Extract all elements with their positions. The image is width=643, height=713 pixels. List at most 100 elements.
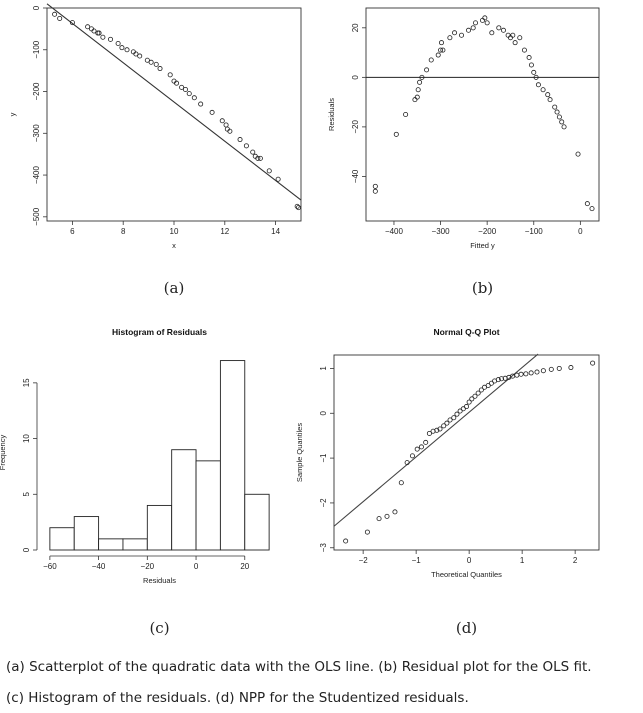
panel-a-data-point <box>115 41 121 47</box>
panel-b-data-point <box>545 92 551 98</box>
panel-d-x-tick-label: 1 <box>520 556 525 565</box>
panel-d-data-point <box>466 399 472 405</box>
panel-a-data-point <box>275 176 281 182</box>
panel-b-x-axis-label: Fitted y <box>470 241 495 250</box>
panel-d-data-point <box>523 371 529 377</box>
panel-c-histogram-bar <box>98 538 124 551</box>
panel-d-x-axis-label: Theoretical Quantiles <box>431 570 502 579</box>
panel-d-plot-frame <box>333 354 600 551</box>
panel-d-data-point <box>475 390 481 396</box>
panel-d-data-point <box>364 529 370 535</box>
panel-b-data-point <box>489 30 495 36</box>
panel-b-data-point <box>510 32 516 38</box>
panel-a-x-tick-label: 8 <box>121 227 126 236</box>
panel-b-data-point <box>372 188 378 194</box>
panel-c-chart-title: Histogram of Residuals <box>112 327 207 337</box>
panel-a-x-tick-label: 14 <box>271 227 280 236</box>
panel-d-data-point <box>392 509 398 515</box>
panel-a-data-point <box>91 28 97 34</box>
panel-b-y-axis-label: Residuals <box>327 98 336 131</box>
panel-b-x-tick-label: 0 <box>578 227 583 236</box>
panel-b-y-tick-label: −40 <box>351 169 360 183</box>
panel-d-data-point <box>426 430 432 436</box>
panel-c-x-tick-label: −60 <box>43 562 57 571</box>
panel-a-data-point <box>266 168 272 174</box>
panel-b-data-point <box>547 97 553 103</box>
panel-a-y-tick-label: −300 <box>32 124 41 143</box>
panel-c-y-tick-label: 10 <box>22 434 31 443</box>
panel-b-data-point <box>440 47 446 53</box>
panel-c-x-tick-label: 0 <box>194 562 199 571</box>
panel-a-data-point <box>257 155 263 161</box>
panel-b-x-tick-label: −100 <box>525 227 544 236</box>
panel-a-data-point <box>174 80 180 86</box>
panel-d-data-point <box>398 480 404 486</box>
panel-d-y-tick-label: −2 <box>319 498 328 508</box>
panel-a-data-point <box>223 122 229 128</box>
panel-b-data-point <box>438 40 444 46</box>
panel-d-data-point <box>478 387 484 393</box>
panel-b-data-point <box>466 27 472 33</box>
panel-a-data-point <box>52 11 58 17</box>
panel-d-x-tick-label: −1 <box>412 556 422 565</box>
panel-a-data-point <box>157 66 163 72</box>
panel-c-y-tick-label: 15 <box>22 378 31 387</box>
panel-b-data-point <box>531 69 537 75</box>
panel-b-data-point <box>479 17 485 23</box>
panel-a-data-point <box>295 205 301 211</box>
panel-d-x-tick-label: −2 <box>359 556 369 565</box>
panel-b-data-point <box>452 30 458 36</box>
panel-d-data-point <box>590 360 596 366</box>
panel-b-data-point <box>589 206 595 212</box>
panel-c-panel-label: (c) <box>149 619 169 637</box>
panel-d-data-point <box>409 453 415 459</box>
panel-a-data-point <box>186 91 192 97</box>
panel-d-qq-reference-line <box>333 353 539 527</box>
panel-b-data-point <box>412 97 418 103</box>
panel-a-x-tick-label: 6 <box>70 227 75 236</box>
panel-d-data-point <box>451 415 457 421</box>
panel-a-data-point <box>191 95 197 101</box>
panel-a-data-point <box>137 53 143 59</box>
panel-d-y-tick-label: −1 <box>319 453 328 463</box>
panel-c-x-tick-label: −40 <box>92 562 106 571</box>
panel-b-x-tick-label: −400 <box>385 227 404 236</box>
panel-d-x-tick-label: 2 <box>573 556 578 565</box>
panel-b-data-point <box>533 74 539 80</box>
panel-d-data-point <box>376 516 382 522</box>
panel-a-data-point <box>167 72 173 78</box>
panel-b-data-point <box>438 47 444 53</box>
panel-c-histogram-bar <box>122 538 148 551</box>
panel-c-histogram-bar <box>73 516 100 551</box>
panel-b-data-point <box>484 20 490 26</box>
panel-b-data-point <box>561 124 567 130</box>
panel-d-chart-title: Normal Q-Q Plot <box>433 327 499 337</box>
panel-a-data-point <box>124 47 130 53</box>
panel-b-data-point <box>403 112 409 118</box>
panel-d-data-point <box>343 538 349 544</box>
panel-a-data-point <box>294 203 300 209</box>
panel-a-data-point <box>153 61 159 67</box>
panel-c-y-axis-label: Frequency <box>0 435 7 471</box>
panel-d-data-point <box>568 365 574 371</box>
panel-d-data-point <box>447 417 453 423</box>
panel-c-x-tick-label: 20 <box>240 562 249 571</box>
panel-d-data-point <box>454 411 460 417</box>
panel-a-data-point <box>209 109 215 115</box>
panel-b-data-point <box>496 25 502 31</box>
panel-d-data-point <box>437 426 443 432</box>
panel-d-data-point <box>418 444 424 450</box>
panel-b-data-point <box>459 32 465 38</box>
panel-a-x-tick-label: 12 <box>220 227 229 236</box>
panel-b-data-point <box>528 62 534 68</box>
panel-d-data-point <box>384 513 390 519</box>
panel-a-data-point <box>182 86 188 92</box>
panel-b-data-point <box>415 87 421 93</box>
panel-b-data-point <box>419 74 425 80</box>
panel-d-data-point <box>434 427 440 433</box>
panel-b-y-tick-label: −20 <box>351 120 360 134</box>
panel-c-histogram-bar <box>195 460 221 551</box>
panel-b-data-point <box>500 27 506 33</box>
panel-c-y-tick-label: 0 <box>22 547 31 552</box>
panel-d-data-point <box>556 365 562 371</box>
